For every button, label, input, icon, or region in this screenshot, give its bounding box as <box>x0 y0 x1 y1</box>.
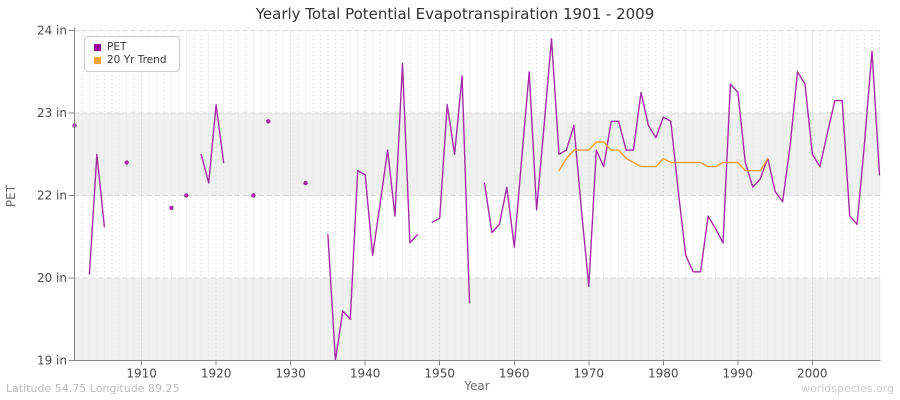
trend-legend-label: 20 Yr Trend <box>107 54 167 66</box>
y-tick-label: 22 in <box>37 189 67 203</box>
x-tick-label: 1980 <box>648 367 679 381</box>
y-tick-label: 23 in <box>37 106 67 120</box>
coordinates-caption: Latitude 54.75 Longitude 89.25 <box>6 382 179 395</box>
watermark-text: worldspecies.org <box>801 382 894 395</box>
y-tick-label: 19 in <box>37 354 67 368</box>
x-axis-title: Year <box>463 379 489 393</box>
y-tick-label: 24 in <box>37 24 67 38</box>
x-tick-label: 2000 <box>797 367 828 381</box>
x-tick-label: 1950 <box>424 367 455 381</box>
y-tick-label: 20 in <box>37 271 67 285</box>
pet-legend-label: PET <box>107 41 127 53</box>
legend: PET 20 Yr Trend <box>84 36 180 72</box>
pet-series-line <box>72 38 881 362</box>
x-tick-label: 1960 <box>499 367 530 381</box>
value-gridlines <box>74 30 881 279</box>
x-tick-label: 1920 <box>201 367 232 381</box>
legend-item-trend: 20 Yr Trend <box>94 54 167 67</box>
x-tick-label: 1990 <box>723 367 754 381</box>
plot-area <box>68 27 881 366</box>
x-tick-label: 1970 <box>573 367 604 381</box>
trend-swatch-icon <box>94 57 101 64</box>
chart-title: Yearly Total Potential Evapotranspiratio… <box>255 5 655 23</box>
y-axis-title: PET <box>4 184 18 207</box>
legend-item-pet: PET <box>94 41 167 54</box>
y-axis-tick-labels: 24 in 23 in 22 in 20 in 19 in <box>37 24 67 368</box>
x-tick-label: 1940 <box>350 367 381 381</box>
x-axis-tick-labels: 1910 1920 1930 1940 1950 1960 1970 1980 … <box>126 367 827 381</box>
x-tick-label: 1930 <box>275 367 306 381</box>
trend-series-line <box>558 141 769 172</box>
axes-lines <box>68 27 881 366</box>
x-tick-label: 1910 <box>126 367 157 381</box>
pet-swatch-icon <box>94 44 101 51</box>
